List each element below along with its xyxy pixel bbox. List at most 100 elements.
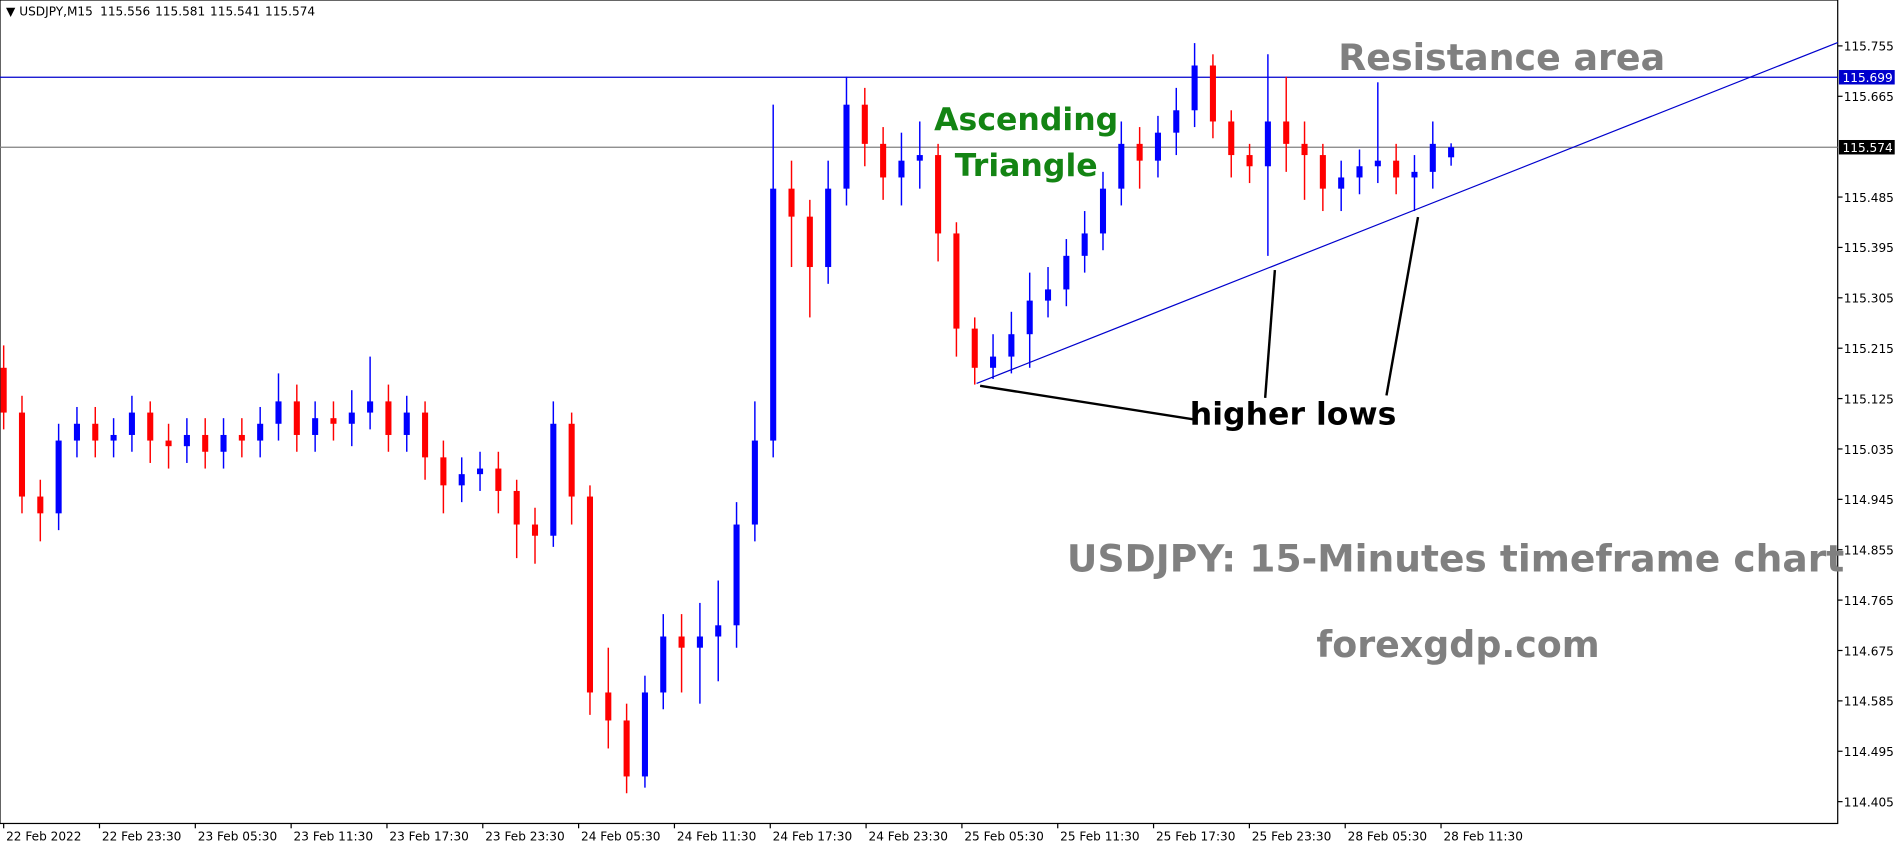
y-tick-label: 115.215	[1844, 342, 1894, 356]
candle-body	[1209, 65, 1216, 122]
candle-body	[330, 418, 337, 424]
x-tick-label: 25 Feb 11:30	[1060, 829, 1139, 843]
candle-body	[1118, 143, 1125, 189]
candle-body	[678, 636, 685, 648]
candle-body	[1448, 147, 1455, 158]
candle-body	[458, 474, 465, 486]
y-tick-label: 115.395	[1844, 241, 1894, 255]
candle-body	[770, 188, 777, 441]
candle-body	[916, 155, 923, 161]
annotation: Resistance area	[1338, 36, 1665, 79]
x-tick-label: 23 Feb 11:30	[294, 829, 373, 843]
x-tick-label: 25 Feb 17:30	[1156, 829, 1235, 843]
last-open: 115.556	[100, 5, 150, 19]
candle-body	[1154, 132, 1161, 161]
y-tick-label: 114.945	[1844, 493, 1894, 507]
price-label-box	[1838, 139, 1895, 155]
header: ▼ USDJPY,M15 115.556 115.581 115.541 115.574	[6, 5, 315, 19]
candle-body	[55, 440, 62, 514]
candle-body	[1301, 143, 1308, 156]
candle-body	[825, 188, 832, 268]
candle-body	[586, 496, 594, 693]
candle-body	[495, 468, 502, 491]
candle-body	[147, 412, 154, 441]
candle-body	[1411, 171, 1418, 178]
candle-body	[1099, 188, 1107, 234]
candle-body	[550, 423, 557, 536]
candle-body	[0, 367, 7, 413]
annotation: higher lows	[1190, 396, 1397, 432]
x-tick-label: 24 Feb 23:30	[869, 829, 948, 843]
candle-body	[733, 524, 740, 626]
candle-body	[1026, 300, 1033, 335]
chart-subtitle: forexgdp.com	[1316, 623, 1599, 666]
candle-body	[220, 434, 227, 452]
annotation: Triangle	[955, 148, 1098, 184]
x-tick-label: 23 Feb 05:30	[198, 829, 277, 843]
candle-body	[73, 423, 80, 441]
header-marker: ▼	[6, 5, 19, 19]
y-tick-label: 114.585	[1844, 695, 1894, 709]
candle-body	[1228, 121, 1235, 156]
candle-body	[953, 233, 960, 329]
x-tick-label: 22 Feb 23:30	[102, 829, 181, 843]
candle-body	[477, 468, 484, 475]
candle-body	[367, 401, 374, 413]
candle-body	[696, 636, 703, 648]
x-tick-label: 24 Feb 17:30	[773, 829, 852, 843]
plot-frame	[0, 0, 1839, 825]
candle-body	[1173, 110, 1180, 133]
candle-body	[1283, 121, 1290, 144]
candle-body	[1136, 143, 1143, 161]
candle-body	[641, 692, 648, 777]
x-tick-label: 22 Feb 2022	[6, 829, 81, 843]
candle-body	[1429, 143, 1436, 172]
last-low: 115.541	[210, 5, 260, 19]
symbol: USDJPY,M15	[19, 5, 93, 19]
candle-body	[165, 440, 172, 447]
candle-body	[806, 216, 813, 268]
candle-body	[1191, 65, 1198, 111]
arrows	[979, 216, 1420, 421]
y-tick-label: 114.765	[1844, 594, 1894, 608]
candle-body	[990, 356, 997, 368]
candle-body	[513, 490, 520, 525]
candle-body	[1246, 155, 1253, 167]
candle-body	[880, 143, 887, 178]
x-tick-label: 24 Feb 05:30	[581, 829, 660, 843]
candle-body	[110, 434, 117, 441]
axes-layer: 115.755 115.665 115.485 115.395 115.305 115.2…	[0, 40, 1895, 843]
y-tick-label: 115.125	[1844, 392, 1894, 406]
candle-body	[18, 412, 26, 497]
candle-body	[238, 434, 245, 441]
candle-body	[1319, 155, 1326, 189]
candle-body	[751, 440, 758, 525]
candle-body	[183, 434, 190, 447]
arrow-line	[979, 384, 1196, 421]
candle-body	[1356, 166, 1363, 178]
candle-body	[1063, 255, 1070, 290]
x-tick-label: 23 Feb 17:30	[389, 829, 468, 843]
x-tick-label: 23 Feb 23:30	[485, 829, 564, 843]
candle-body	[403, 412, 410, 435]
y-tick-label: 115.665	[1844, 90, 1894, 104]
candle-body	[660, 636, 667, 693]
candle-body	[605, 692, 612, 721]
last-high: 115.581	[155, 5, 205, 19]
last-close: 115.574	[265, 5, 315, 19]
candle-body	[37, 496, 44, 514]
candle-body	[128, 412, 135, 435]
candle-body	[935, 155, 942, 234]
candle-body	[788, 188, 795, 217]
price-label: 115.699	[1843, 71, 1893, 85]
candle-body	[385, 401, 392, 435]
price-label: 115.574	[1843, 141, 1893, 155]
candle-body	[92, 423, 99, 441]
arrow-line	[1263, 269, 1277, 398]
candle-body	[715, 625, 722, 637]
candle-body	[623, 720, 630, 777]
x-tick-label: 28 Feb 05:30	[1348, 829, 1427, 843]
candle-body	[861, 104, 868, 144]
